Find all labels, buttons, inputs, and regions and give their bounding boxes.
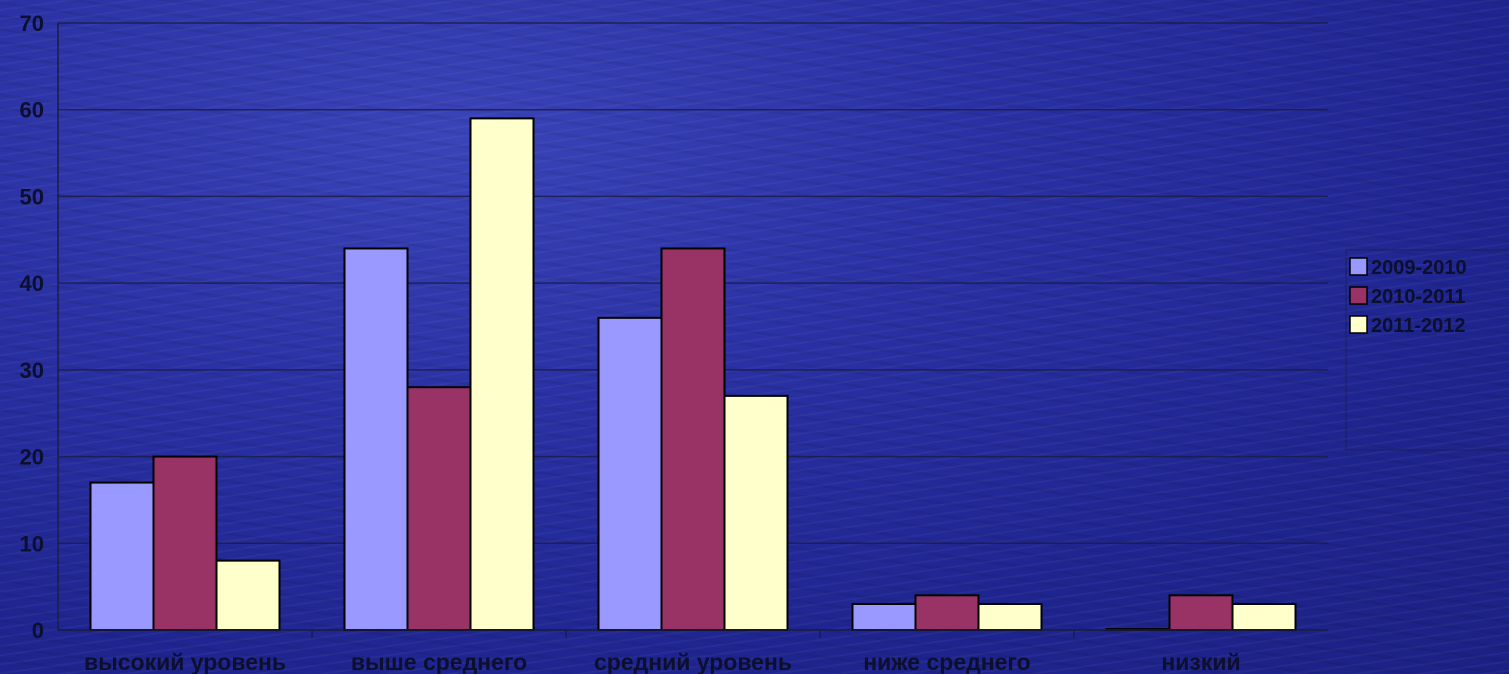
x-category-label-4: ниже среднего (863, 649, 1030, 674)
bar-2011-2012-4 (977, 602, 1043, 632)
bar-2011-2012-3 (723, 394, 789, 631)
x-category-label-3: средний уровень (594, 649, 792, 674)
legend-swatch-2010-2011 (1349, 286, 1368, 305)
x-category-label-2: выше среднего (351, 649, 527, 674)
bar-2009-2010-3 (597, 316, 663, 631)
bar-2010-2011-3 (660, 247, 726, 631)
y-tick-label-10: 10 (20, 531, 44, 556)
y-tick-label-20: 20 (20, 445, 44, 470)
legend-swatch-2011-2012 (1349, 315, 1368, 334)
y-tick-label-40: 40 (20, 271, 44, 296)
x-category-label-1: высокий уровень (84, 649, 286, 674)
bar-2010-2011-4 (914, 594, 980, 631)
axes: 0 10 20 30 40 50 60 70 высокий уровень выше средн… (20, 11, 1328, 674)
bars (89, 117, 1297, 632)
x-category-label-5: низкий (1161, 649, 1240, 674)
legend-box (1345, 249, 1509, 451)
y-tick-label-60: 60 (20, 98, 44, 123)
bar-2011-2012-5 (1231, 602, 1297, 632)
bar-2009-2010-4 (851, 602, 917, 632)
bar-2009-2010-2 (343, 247, 409, 631)
bar-2010-2011-5 (1168, 594, 1234, 631)
bar-2011-2012-1 (215, 559, 281, 632)
y-tick-label-30: 30 (20, 358, 44, 383)
y-tick-label-0: 0 (32, 618, 44, 643)
legend: 2009-2010 2010-2011 2011-2012 (1345, 249, 1509, 451)
legend-label-2009-2010: 2009-2010 (1371, 257, 1467, 279)
y-tick-label-50: 50 (20, 184, 44, 209)
legend-label-2011-2012: 2011-2012 (1371, 315, 1466, 337)
bar-2009-2010-1 (89, 481, 155, 632)
bar-2010-2011-2 (406, 386, 472, 632)
legend-label-2010-2011: 2010-2011 (1371, 286, 1466, 308)
bar-2010-2011-1 (152, 455, 218, 632)
legend-swatch-2009-2010 (1349, 257, 1368, 276)
bar-2011-2012-2 (469, 117, 535, 631)
y-tick-label-70: 70 (20, 11, 44, 36)
